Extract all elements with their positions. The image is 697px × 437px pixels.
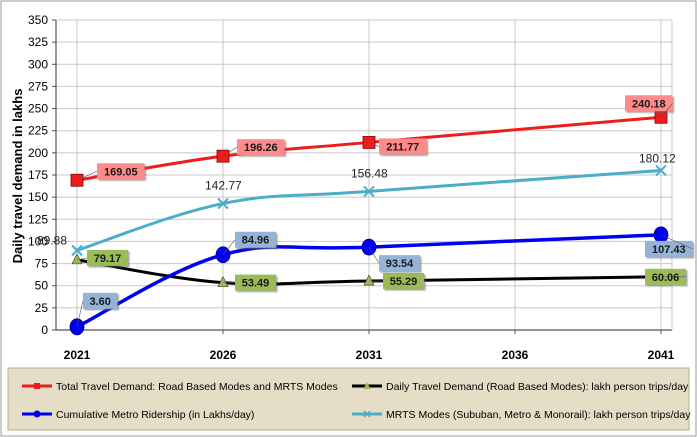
data-label-box (235, 274, 276, 291)
y-tick-label: 325 (28, 35, 48, 49)
data-label-box (87, 249, 128, 266)
y-tick-label: 150 (28, 190, 48, 204)
data-label: 156.48 (351, 166, 388, 180)
y-tick-label: 50 (35, 279, 49, 293)
legend-item: Cumulative Metro Ridership (in Lakhs/day… (22, 409, 254, 421)
series-line (75, 168, 663, 252)
data-label: 84.96 (242, 235, 270, 247)
legend-box (7, 367, 690, 431)
y-tick-label: 300 (28, 57, 48, 71)
legend-marker-stroke (363, 410, 371, 418)
data-label: 60.06 (652, 272, 680, 284)
y-tick-label: 75 (35, 257, 49, 271)
data-label-leader (660, 103, 673, 118)
data-label: 53.49 (242, 278, 270, 290)
y-tick-label: 175 (28, 168, 48, 182)
x-tick-label: 2041 (648, 348, 675, 362)
data-label-leader (368, 246, 380, 264)
x-tick-label: 2021 (64, 348, 91, 362)
legend-label: Cumulative Metro Ridership (in Lakhs/day… (56, 409, 254, 421)
legend-label: Daily Travel Demand (Road Based Modes): … (386, 381, 689, 393)
data-point-marker (217, 275, 229, 287)
data-label-box (645, 240, 693, 257)
data-point-marker-stroke (71, 244, 83, 257)
legend-label: Total Travel Demand: Road Based Modes an… (56, 381, 338, 393)
data-label: 79.17 (94, 253, 122, 265)
data-label-box (379, 255, 420, 272)
legend-item: Total Travel Demand: Road Based Modes an… (22, 381, 338, 393)
legend-item: MRTS Modes (Sububan, Metro & Monorail): … (352, 409, 691, 421)
y-tick-label: 350 (28, 13, 48, 27)
data-label-box (83, 292, 118, 309)
data-label: 55.29 (390, 276, 418, 288)
data-label: 89.88 (37, 233, 67, 247)
y-tick-label: 100 (28, 234, 48, 248)
data-label-leader (222, 146, 238, 157)
data-label: 107.43 (652, 244, 686, 256)
data-label-leader (222, 239, 236, 255)
data-label: 211.77 (386, 141, 419, 153)
data-label-leader (76, 300, 84, 327)
series-lines (75, 115, 663, 329)
y-tick-label: 250 (28, 102, 48, 116)
data-label-leader (76, 170, 98, 181)
y-tick-label: 275 (28, 79, 48, 93)
legend-marker (363, 382, 371, 389)
data-label-leader (660, 234, 693, 250)
data-label: 93.54 (386, 258, 414, 270)
data-label-box (97, 163, 145, 180)
data-label-leader (76, 257, 88, 261)
data-label: 240.18 (632, 98, 666, 110)
data-point-marker-stroke (363, 185, 375, 198)
data-label-box (383, 273, 424, 290)
x-axis-ticks: 2021 2026 2031 2036 2041 (64, 330, 675, 362)
data-label: 169.05 (104, 166, 138, 178)
data-labels: 169.05 196.26 211.77 240.18 79.17 53.49 55.29 6… (37, 95, 693, 327)
y-tick-label: 200 (28, 146, 48, 160)
y-tick-label: 225 (28, 124, 48, 138)
x-tick-label: 2036 (502, 348, 529, 362)
data-label-box (235, 231, 276, 248)
data-label-box (237, 139, 285, 156)
data-label-leader (368, 142, 380, 147)
data-label: 3.60 (89, 296, 110, 308)
x-tick-label: 2026 (210, 348, 237, 362)
series-line (75, 115, 663, 182)
y-tick-label: 25 (35, 301, 49, 315)
data-label-box (379, 138, 427, 155)
legend-item: Daily Travel Demand (Road Based Modes): … (352, 381, 689, 393)
legend: Total Travel Demand: Road Based Modes an… (7, 367, 691, 431)
series-line (75, 258, 663, 286)
data-label: 142.77 (205, 179, 242, 193)
data-label-box (625, 95, 673, 112)
data-point-marker-stroke (655, 164, 667, 177)
series-line (75, 233, 663, 329)
y-tick-label: 0 (41, 323, 48, 337)
y-tick-label: 125 (28, 212, 48, 226)
y-axis-label: Daily travel demand in lakhs (10, 89, 25, 264)
legend-marker (33, 410, 41, 418)
data-point-marker (71, 253, 83, 265)
x-tick-label: 2031 (356, 348, 383, 362)
legend-label: MRTS Modes (Sububan, Metro & Monorail): … (386, 409, 691, 421)
data-label: 196.26 (244, 142, 278, 154)
data-point-marker (363, 274, 375, 286)
legend-marker (34, 383, 40, 389)
data-label: 180.12 (639, 151, 676, 165)
y-axis-ticks: 0 25 50 75 100 125 150 175 200 225 250 275 300 325 350 (28, 13, 56, 337)
data-point-marker-stroke (217, 197, 229, 210)
